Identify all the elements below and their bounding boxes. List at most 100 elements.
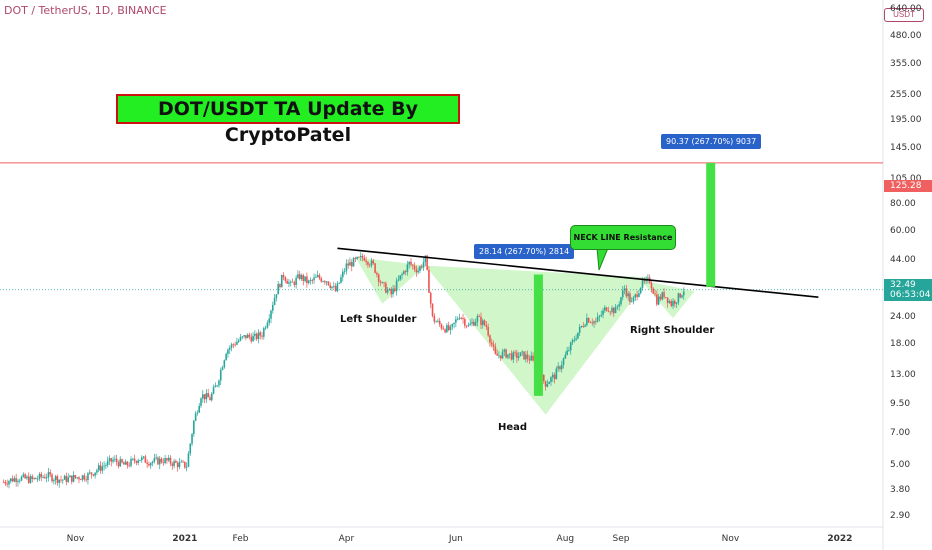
candle-body	[327, 281, 330, 286]
candle-body	[630, 301, 633, 303]
candle-body	[381, 282, 384, 284]
candle-body	[189, 443, 192, 454]
candle-body	[363, 258, 366, 261]
candle-body	[135, 461, 138, 463]
candle-body	[33, 477, 35, 479]
candle-body	[47, 472, 50, 478]
candle-body	[173, 461, 175, 466]
candle-body	[602, 310, 604, 315]
candle-body	[575, 338, 577, 340]
candle-body	[277, 284, 279, 295]
candle-body	[63, 475, 66, 480]
candle-body	[481, 320, 484, 325]
candle-body	[114, 458, 116, 460]
candle-body	[654, 293, 656, 295]
candle-body	[316, 275, 319, 277]
candle-body	[643, 280, 646, 282]
candle-body	[672, 300, 674, 306]
candle-body	[103, 465, 105, 467]
candle-body	[257, 332, 260, 340]
candle-body	[144, 456, 147, 463]
candle-body	[469, 323, 472, 326]
candle-body	[675, 302, 678, 304]
candle-body	[383, 282, 385, 284]
candle-body	[297, 274, 299, 278]
candle-body	[324, 281, 326, 283]
candle-body	[591, 322, 594, 324]
candle-body	[399, 275, 402, 280]
x-tick-label: Feb	[232, 534, 249, 544]
candle-body	[137, 460, 139, 463]
candle-body	[514, 352, 516, 354]
candle-body	[584, 325, 586, 327]
candle-body	[157, 457, 159, 465]
candle-body	[639, 287, 642, 294]
candle-body	[681, 295, 683, 298]
candle-body	[214, 385, 217, 388]
candle-body	[227, 349, 229, 354]
candle-body	[508, 353, 511, 355]
candle-body	[99, 465, 102, 471]
candle-body	[255, 333, 258, 340]
candle-body	[167, 457, 170, 461]
candle-body	[155, 457, 157, 459]
candle-body	[261, 335, 263, 337]
y-tick-label: 18.00	[890, 339, 916, 350]
candle-body	[530, 355, 533, 361]
candle-body	[548, 382, 550, 384]
candle-body	[280, 274, 283, 288]
candle-body	[370, 260, 373, 266]
candle-body	[455, 319, 457, 323]
candle-body	[424, 255, 427, 263]
candle-body	[453, 322, 455, 325]
candle-body	[435, 321, 437, 323]
candle-body	[243, 335, 245, 337]
breakout-measure-bar	[706, 162, 716, 287]
candle-body	[544, 381, 547, 387]
candle-body	[377, 274, 380, 282]
candle-body	[58, 479, 61, 483]
candle-body	[343, 271, 346, 272]
candle-body	[532, 355, 534, 361]
quote-currency-badge[interactable]: USDT	[884, 8, 924, 22]
candle-body	[51, 474, 53, 482]
candle-body	[180, 461, 183, 463]
candle-body	[133, 458, 136, 462]
candle-body	[451, 324, 454, 327]
candle-body	[428, 269, 430, 293]
symbol-title[interactable]: DOT / TetherUS, 1D, BINANCE	[4, 4, 167, 17]
candle-body	[282, 274, 285, 278]
candle-body	[347, 263, 349, 266]
candle-body	[659, 296, 662, 300]
candle-body	[571, 340, 574, 343]
candle-body	[562, 358, 565, 365]
candle-body	[600, 314, 603, 316]
candle-body	[395, 280, 398, 291]
candle-body	[124, 461, 127, 465]
candle-body	[564, 354, 567, 359]
candle-body	[234, 344, 236, 346]
candle-body	[123, 462, 125, 465]
x-tick-label: 2021	[172, 534, 198, 544]
candle-body	[433, 316, 436, 322]
candle-body	[307, 280, 310, 284]
head-label: Head	[498, 422, 528, 433]
candle-body	[605, 307, 608, 311]
candle-body	[609, 311, 612, 313]
candle-body	[101, 466, 104, 471]
candle-body	[652, 288, 655, 294]
candle-body	[408, 261, 410, 265]
x-tick-label: Nov	[721, 534, 740, 544]
candle-body	[352, 258, 355, 267]
candle-body	[35, 477, 37, 480]
candle-body	[598, 315, 601, 317]
candle-body	[128, 465, 131, 467]
candle-body	[587, 317, 590, 323]
candle-body	[315, 276, 317, 278]
candle-body	[87, 473, 89, 481]
candle-body	[311, 279, 314, 281]
callout-pointer	[596, 248, 609, 271]
candle-body	[219, 369, 222, 381]
candle-body	[665, 297, 667, 298]
